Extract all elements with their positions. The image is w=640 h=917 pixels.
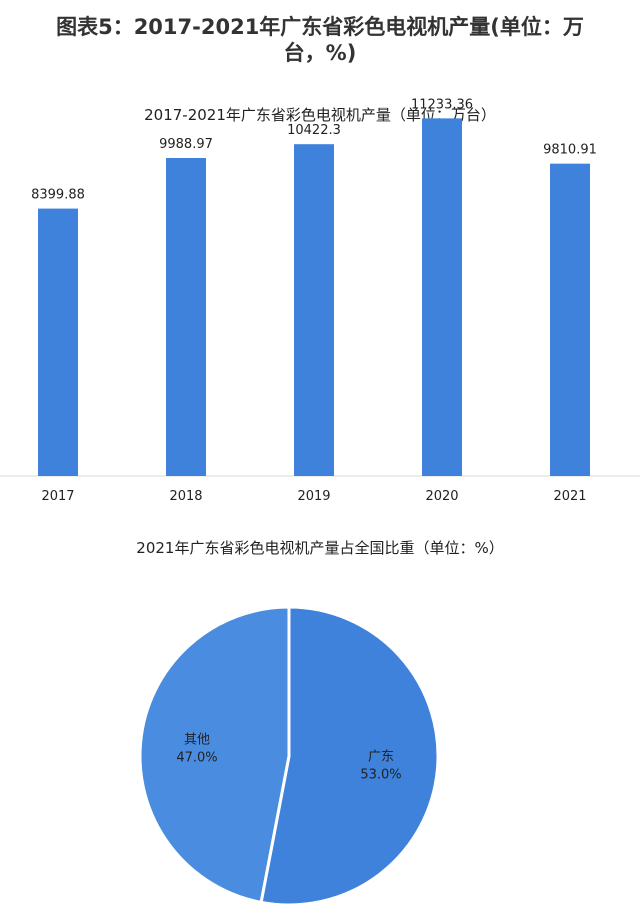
data-label-2018: 9988.97 xyxy=(159,137,213,152)
data-label-2019: 10422.3 xyxy=(287,123,341,138)
bar-2017 xyxy=(38,208,78,476)
bar-2021 xyxy=(550,163,590,477)
pie-label-pct-广东: 53.0% xyxy=(360,768,401,783)
data-label-2021: 9810.91 xyxy=(543,143,597,158)
figure-title: 图表5：2017-2021年广东省彩色电视机产量(单位：万 台，%) xyxy=(0,14,640,66)
x-tick-2017: 2017 xyxy=(41,489,74,504)
bar-chart: 8399.88 2017 9988.97 2018 10422.3 2019 11233.3… xyxy=(0,97,640,504)
x-tick-2018: 2018 xyxy=(169,489,202,504)
figure-title-line2: 台，%) xyxy=(283,41,357,65)
bar-chart-title: 2017-2021年广东省彩色电视机产量（单位：万台） xyxy=(144,106,496,124)
x-tick-2021: 2021 xyxy=(553,489,586,504)
pie-label-pct-其他: 47.0% xyxy=(176,750,217,765)
data-label-2020: 11233.36 xyxy=(411,97,473,112)
pie-slice-广东 xyxy=(259,605,440,907)
bar-2019 xyxy=(294,144,334,477)
bar-2018 xyxy=(166,157,206,477)
x-tick-2019: 2019 xyxy=(297,489,330,504)
pie-label-name-其他: 其他 xyxy=(184,732,210,747)
x-tick-2020: 2020 xyxy=(425,489,458,504)
pie-chart-title: 2021年广东省彩色电视机产量占全国比重（单位：%） xyxy=(136,539,504,557)
bar-2020 xyxy=(422,118,462,476)
data-label-2017: 8399.88 xyxy=(31,188,85,203)
pie-label-name-广东: 广东 xyxy=(368,750,394,765)
pie-slice-其他 xyxy=(138,605,291,905)
figure-title-line1: 图表5：2017-2021年广东省彩色电视机产量(单位：万 xyxy=(56,15,584,39)
